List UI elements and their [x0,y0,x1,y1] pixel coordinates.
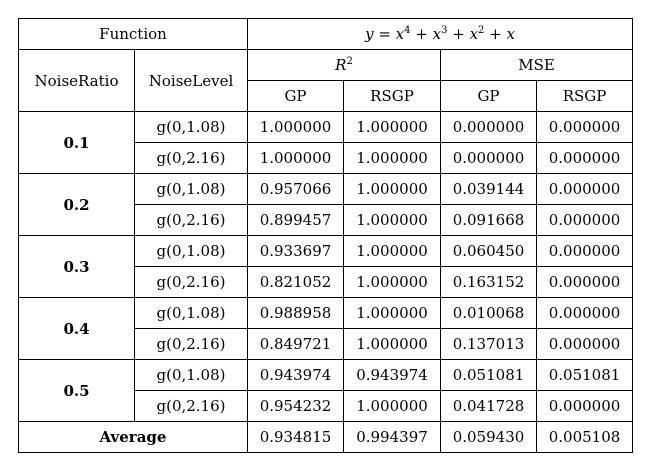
r2-gp-cell: 0.933697 [247,235,344,267]
mse-gp-cell: 0.041728 [440,390,537,422]
mse-rsgp-cell: 0.000000 [535,266,634,298]
noise-level-cell: g(0,2.16) [134,142,248,174]
noise-level-cell: g(0,1.08) [134,173,248,205]
r2-rsgp-cell: 1.000000 [343,111,441,143]
mse-gp-cell: 0.163152 [440,266,537,298]
noise-ratio-cell: 0.4 [18,297,135,360]
r2-header: R2 [247,49,441,81]
noise-ratio-header: NoiseRatio [18,49,135,112]
noise-level-header: NoiseLevel [134,49,248,112]
r2-gp-cell: 1.000000 [247,111,344,143]
table-row: 0.1 g(0,1.08) 1.000000 1.000000 0.000000 0.00… [18,111,634,174]
mse-gp-cell: 0.000000 [440,142,537,174]
r2-rsgp-cell: 1.000000 [343,390,441,422]
mse-gp-cell: 0.137013 [440,328,537,360]
table-row: g(0,2.16) 0.821052 1.000000 0.163152 0.00000… [19,266,634,298]
header-row-methods: GP RSGP GP RSGP [19,80,634,112]
mse-gp-cell: 0.051081 [440,359,537,391]
r2-rsgp-cell: 1.000000 [343,173,441,205]
r2-rsgp-cell: 1.000000 [343,266,441,298]
noise-level-cell: g(0,1.08) [134,235,248,267]
header-row-function: Function y = x4 + x3 + x2 + x [18,18,634,50]
mse-gp-cell: 0.091668 [440,204,537,236]
noise-level-cell: g(0,2.16) [134,328,248,360]
mse-rsgp-cell: 0.051081 [535,359,634,391]
mse-gp-cell: 0.000000 [440,111,537,143]
r2-gp-cell: 0.988958 [247,297,344,329]
noise-level-cell: g(0,2.16) [134,266,248,298]
r2-rsgp-cell: 0.943974 [343,359,441,391]
r2-rsgp-header: RSGP [343,80,441,112]
r2-gp-cell: 0.821052 [247,266,344,298]
noise-level-cell: g(0,2.16) [134,204,248,236]
mse-rsgp-cell: 0.000000 [535,204,634,236]
average-r2-rsgp: 0.994397 [343,421,441,453]
mse-gp-header: GP [440,80,537,112]
table-row: g(0,2.16) 0.849721 1.000000 0.137013 0.00000… [19,328,634,360]
header-row-metrics: NoiseRatio NoiseLevel R2 MSE [18,49,634,112]
noise-ratio-cell: 0.5 [18,359,135,422]
r2-gp-cell: 0.899457 [247,204,344,236]
table-row: 0.3 g(0,1.08) 0.933697 1.000000 0.060450 0.00… [18,235,634,298]
r2-gp-cell: 0.954232 [247,390,344,422]
noise-ratio-cell: 0.2 [18,173,135,236]
mse-rsgp-cell: 0.000000 [535,173,634,205]
r2-rsgp-cell: 1.000000 [343,142,441,174]
noise-level-cell: g(0,1.08) [134,297,248,329]
mse-rsgp-cell: 0.000000 [535,297,634,329]
mse-rsgp-cell: 0.000000 [535,235,634,267]
mse-rsgp-cell: 0.000000 [535,142,634,174]
average-label: Average [18,421,248,453]
average-row: Average 0.934815 0.994397 0.059430 0.005… [18,421,634,453]
table-row: g(0,2.16) 0.954232 1.000000 0.041728 0.00000… [19,390,634,422]
r2-gp-cell: 0.943974 [247,359,344,391]
table-row: g(0,2.16) 1.000000 1.000000 0.000000 0.00000… [19,142,634,174]
noise-level-cell: g(0,2.16) [134,390,248,422]
mse-gp-cell: 0.060450 [440,235,537,267]
mse-rsgp-header: RSGP [535,80,634,112]
mse-rsgp-cell: 0.000000 [535,328,634,360]
noise-level-cell: g(0,1.08) [134,111,248,143]
table-row: 0.5 g(0,1.08) 0.943974 0.943974 0.051081 0.05… [18,359,634,422]
table-row: 0.2 g(0,1.08) 0.957066 1.000000 0.039144 0.00… [18,173,634,236]
table-row: 0.4 g(0,1.08) 0.988958 1.000000 0.010068 0.00… [18,297,634,360]
function-header: Function [18,18,248,50]
function-expression: y = x4 + x3 + x2 + x [246,18,634,50]
r2-rsgp-cell: 1.000000 [343,297,441,329]
mse-gp-cell: 0.039144 [440,173,537,205]
r2-gp-header: GP [247,80,344,112]
noise-ratio-cell: 0.3 [18,235,135,298]
average-r2-gp: 0.934815 [247,421,344,453]
mse-rsgp-cell: 0.000000 [535,390,634,422]
r2-gp-cell: 1.000000 [247,142,344,174]
noise-level-cell: g(0,1.08) [134,359,248,391]
mse-gp-cell: 0.010068 [440,297,537,329]
table-body: 0.1 g(0,1.08) 1.000000 1.000000 0.000000 0.00… [18,111,634,422]
mse-rsgp-cell: 0.000000 [535,111,634,143]
results-table: Function y = x4 + x3 + x2 + x NoiseRatio… [18,18,634,453]
average-mse-rsgp: 0.005108 [535,421,634,453]
average-mse-gp: 0.059430 [440,421,537,453]
table-row: g(0,2.16) 0.899457 1.000000 0.091668 0.00000… [19,204,634,236]
noise-ratio-cell: 0.1 [18,111,135,174]
r2-rsgp-cell: 1.000000 [343,235,441,267]
r2-gp-cell: 0.957066 [247,173,344,205]
r2-rsgp-cell: 1.000000 [343,328,441,360]
r2-rsgp-cell: 1.000000 [343,204,441,236]
mse-header: MSE [439,49,634,81]
r2-gp-cell: 0.849721 [247,328,344,360]
